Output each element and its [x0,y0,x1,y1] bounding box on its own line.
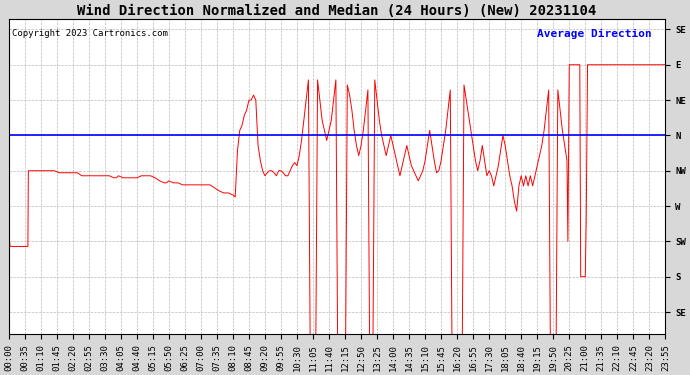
Title: Wind Direction Normalized and Median (24 Hours) (New) 20231104: Wind Direction Normalized and Median (24… [77,4,597,18]
Text: Copyright 2023 Cartronics.com: Copyright 2023 Cartronics.com [12,29,168,38]
Text: Average Direction: Average Direction [538,29,652,39]
